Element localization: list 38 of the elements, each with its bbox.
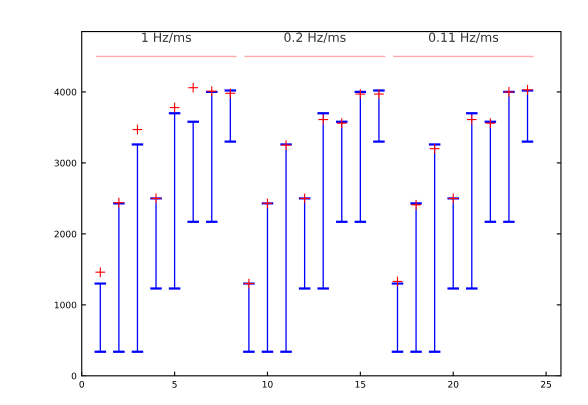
annotation: 0.2 Hz/ms [284, 32, 346, 43]
point [94, 266, 106, 278]
x-tick-label: 5 [172, 380, 177, 388]
x-tick-label: 25 [541, 380, 552, 388]
point [354, 88, 366, 100]
x-tick-label: 10 [262, 380, 273, 388]
x-tick-label: 0 [79, 380, 84, 388]
point [188, 82, 199, 94]
point [522, 84, 533, 96]
y-tick-label: 1000 [54, 302, 76, 308]
y-tick-label: 2000 [54, 230, 76, 238]
point [504, 86, 514, 98]
point [429, 143, 440, 154]
y-tick-label: 4000 [54, 88, 76, 96]
point [484, 118, 496, 129]
point [150, 192, 162, 204]
x-tick-label: 20 [448, 380, 458, 388]
y-tick-label: 0 [72, 372, 76, 380]
point [410, 199, 422, 210]
point [224, 88, 236, 99]
point [243, 278, 254, 289]
x-tick-label: 15 [356, 380, 366, 388]
y-tick-label: 3000 [54, 160, 76, 166]
point [392, 276, 403, 287]
point [113, 197, 124, 208]
point [318, 114, 329, 126]
point [336, 118, 348, 129]
point [206, 86, 218, 97]
point [132, 124, 143, 135]
point [169, 102, 180, 113]
annotation: 0.11 Hz/ms [428, 32, 498, 43]
point [262, 198, 273, 209]
point [299, 192, 310, 204]
point [374, 88, 384, 100]
point [280, 140, 292, 151]
point [466, 114, 478, 126]
annotation: 1 Hz/ms [142, 32, 192, 43]
point [448, 192, 459, 204]
